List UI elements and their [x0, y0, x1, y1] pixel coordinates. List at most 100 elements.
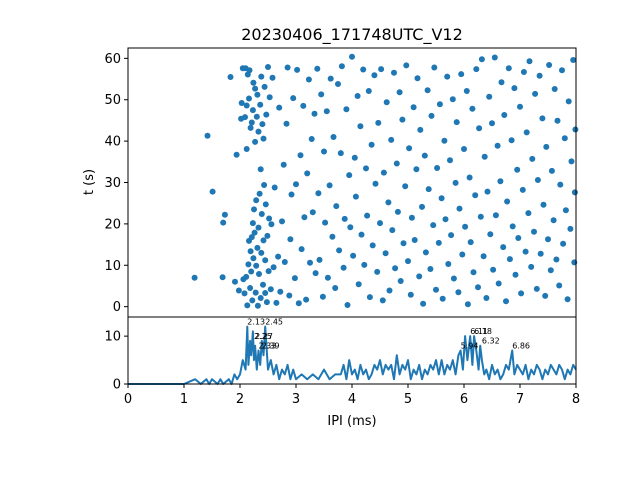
raster-point: [238, 100, 245, 106]
raster-point: [557, 181, 564, 188]
raster-point: [467, 239, 474, 246]
raster-y-axis-label: t (s): [82, 169, 97, 195]
raster-point: [221, 211, 228, 218]
raster-point: [363, 165, 369, 172]
ipi-y-ticks: 0 10: [104, 330, 128, 393]
raster-point: [399, 116, 406, 123]
ipi-x-tick-label: 7: [516, 392, 524, 407]
chart-title: 20230406_171748UTC_V12: [241, 25, 463, 45]
raster-point: [559, 67, 565, 74]
raster-y-ticks: 0 10 20 30 40 50 60: [104, 52, 128, 315]
raster-point: [277, 288, 284, 295]
raster-point: [255, 224, 262, 231]
raster-point: [252, 138, 259, 145]
raster-point: [270, 264, 277, 271]
raster-point: [442, 216, 449, 223]
raster-point: [424, 87, 431, 94]
raster-point: [489, 120, 495, 127]
raster-point: [307, 259, 313, 266]
raster-point: [360, 66, 367, 73]
raster-point: [293, 181, 299, 188]
raster-point: [264, 232, 271, 239]
raster-point: [453, 119, 460, 126]
raster-point: [271, 184, 278, 191]
raster-point: [388, 136, 395, 143]
raster-point: [241, 290, 248, 297]
raster-point: [548, 167, 555, 174]
raster-point: [556, 282, 563, 289]
ipi-x-tick-label: 3: [292, 392, 300, 407]
raster-point: [545, 236, 551, 243]
raster-point: [554, 117, 561, 124]
raster-point: [379, 297, 386, 304]
raster-point: [385, 199, 392, 206]
raster-point: [257, 101, 264, 108]
raster-point: [375, 119, 382, 126]
raster-points: [191, 53, 579, 309]
raster-point: [542, 292, 549, 299]
raster-point: [366, 294, 373, 301]
raster-point: [402, 183, 409, 190]
raster-point: [258, 249, 265, 256]
raster-y-tick-label: 40: [104, 135, 121, 150]
raster-point: [505, 65, 512, 72]
raster-point: [254, 302, 261, 309]
raster-point: [253, 197, 260, 204]
raster-point: [254, 91, 261, 98]
raster-point: [260, 135, 267, 142]
raster-point: [561, 135, 568, 142]
raster-point: [537, 250, 544, 257]
ipi-histogram-plot: 2.13 2.45 2.252.272.332.39 5.94 6.116.186.32…: [104, 316, 580, 429]
raster-point: [529, 155, 536, 162]
raster-point: [311, 110, 318, 117]
raster-point: [247, 124, 254, 131]
raster-point: [509, 223, 516, 230]
raster-point: [276, 104, 283, 111]
raster-point: [414, 75, 421, 82]
raster-point: [262, 290, 269, 296]
raster-point: [250, 79, 257, 86]
raster-point: [248, 268, 255, 275]
ipi-x-tick-label: 5: [404, 392, 412, 407]
raster-point: [497, 178, 504, 185]
raster-point: [438, 195, 445, 202]
raster-point: [514, 166, 521, 173]
raster-point: [407, 291, 414, 298]
raster-point: [303, 296, 310, 303]
raster-point: [383, 99, 390, 106]
raster-point: [265, 64, 271, 70]
raster-y-tick-label: 50: [104, 93, 121, 108]
raster-point: [232, 278, 238, 285]
raster-point: [219, 274, 226, 281]
raster-point: [491, 54, 498, 61]
raster-point: [336, 247, 343, 254]
raster-point: [391, 69, 397, 76]
raster-point: [204, 132, 211, 139]
raster-y-tick-label: 20: [104, 217, 121, 232]
raster-point: [256, 271, 262, 277]
raster-point: [261, 83, 268, 90]
raster-point: [254, 244, 261, 251]
ipi-peak-label: 2.13: [247, 318, 265, 327]
raster-point: [449, 96, 456, 103]
raster-point: [371, 72, 378, 79]
raster-point: [318, 91, 325, 98]
raster-point: [315, 190, 322, 197]
raster-point: [251, 206, 257, 213]
raster-point: [500, 244, 507, 251]
raster-point: [410, 104, 417, 111]
raster-point: [417, 126, 424, 133]
raster-point: [209, 188, 216, 195]
raster-point: [517, 103, 523, 110]
raster-point: [498, 79, 505, 86]
raster-point: [242, 114, 248, 121]
raster-point: [501, 112, 508, 118]
raster-point: [422, 249, 429, 256]
raster-point: [519, 186, 526, 193]
raster-point: [372, 180, 379, 187]
raster-point: [470, 269, 477, 276]
raster-point: [280, 161, 287, 168]
raster-point: [314, 65, 321, 72]
raster-point: [508, 137, 515, 144]
